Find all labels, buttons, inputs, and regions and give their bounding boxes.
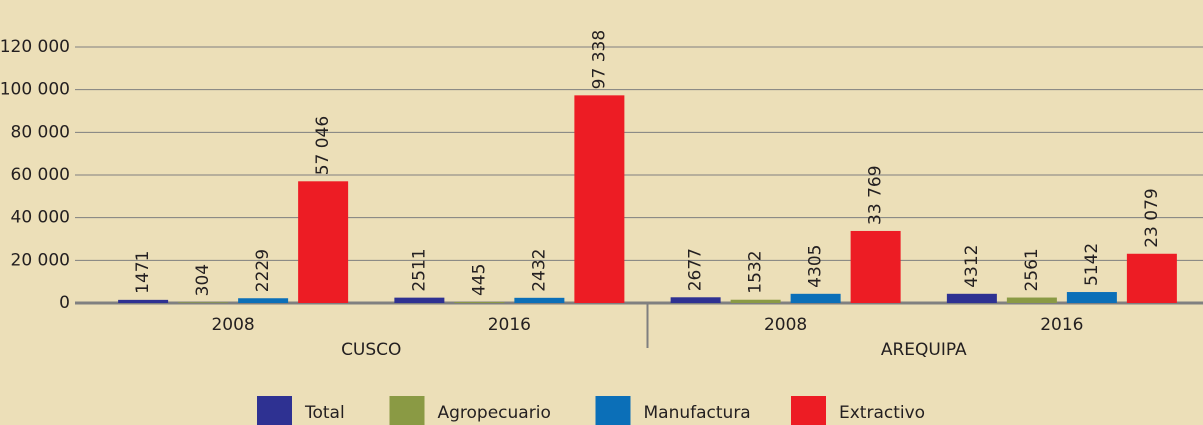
- x-tick-label: 2008: [764, 315, 807, 335]
- y-tick-label: 0: [59, 293, 70, 313]
- bar: [118, 299, 169, 303]
- bar: [298, 181, 349, 303]
- legend-label: Total: [304, 403, 345, 423]
- bar: [670, 297, 721, 303]
- value-label: 33 769: [866, 165, 886, 224]
- value-label: 445: [469, 264, 489, 296]
- legend-label: Manufactura: [644, 403, 751, 423]
- value-label: 304: [193, 264, 213, 296]
- legend-swatch: [791, 396, 826, 425]
- bar: [790, 293, 841, 303]
- bar: [730, 299, 781, 303]
- value-label: 2432: [529, 249, 549, 292]
- legend-label: Extractivo: [839, 403, 925, 423]
- value-label: 2511: [409, 248, 429, 291]
- bar: [850, 230, 901, 303]
- bar: [238, 298, 289, 303]
- value-label: 4312: [962, 245, 982, 288]
- legend-swatch: [595, 396, 631, 425]
- bar: [454, 302, 505, 303]
- legend-label: Agropecuario: [438, 403, 551, 423]
- value-label: 23 079: [1142, 188, 1162, 247]
- value-label: 2229: [253, 249, 273, 292]
- y-tick-label: 40 000: [11, 208, 70, 228]
- value-label: 2561: [1022, 248, 1042, 291]
- value-label: 1532: [746, 250, 766, 293]
- bar: [394, 297, 445, 303]
- bar: [1006, 297, 1057, 303]
- value-label: 97 338: [589, 30, 609, 89]
- x-tick-label: 2016: [1040, 315, 1083, 335]
- value-label: 1471: [133, 251, 153, 294]
- y-tick-label: 100 000: [0, 80, 70, 100]
- x-tick-label: 2016: [488, 315, 531, 335]
- bar: [1066, 292, 1117, 303]
- group-label: CUSCO: [341, 340, 401, 360]
- x-tick-label: 2008: [211, 315, 254, 335]
- value-label: 57 046: [313, 116, 333, 175]
- bar: [574, 95, 625, 303]
- value-label: 5142: [1082, 243, 1102, 286]
- value-label: 4305: [806, 245, 826, 288]
- legend-swatch: [257, 396, 292, 425]
- group-label: AREQUIPA: [881, 340, 967, 360]
- bar: [946, 293, 997, 303]
- bar: [1126, 253, 1177, 303]
- y-tick-label: 20 000: [11, 250, 70, 270]
- bar: [514, 297, 565, 303]
- legend-swatch: [389, 396, 425, 425]
- y-tick-label: 60 000: [11, 165, 70, 185]
- bar: [178, 302, 229, 303]
- value-label: 2677: [686, 248, 706, 291]
- y-tick-label: 120 000: [0, 37, 70, 57]
- y-tick-label: 80 000: [11, 122, 70, 142]
